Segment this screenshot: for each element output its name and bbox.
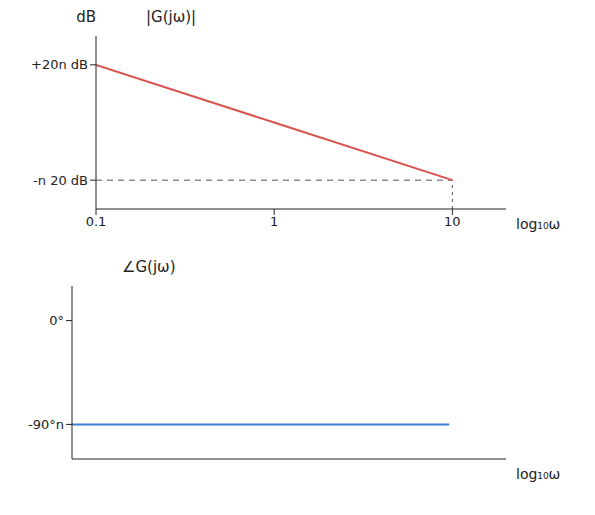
svg-text:-90°n: -90°n <box>28 417 64 432</box>
svg-text:log₁₀ω: log₁₀ω <box>516 216 560 232</box>
svg-text:0°: 0° <box>49 313 64 328</box>
svg-text:log₁₀ω: log₁₀ω <box>516 466 560 482</box>
svg-text:0.1: 0.1 <box>86 214 107 229</box>
svg-text:+20n dB: +20n dB <box>31 57 88 72</box>
svg-text:-n 20 dB: -n 20 dB <box>33 173 88 188</box>
svg-text:1: 1 <box>270 214 278 229</box>
html-text:dB: dB <box>76 8 96 26</box>
html-text:|G(jω)|: |G(jω)| <box>146 8 197 26</box>
svg-text:10: 10 <box>444 214 461 229</box>
html-text:∠G(jω): ∠G(jω) <box>122 258 176 276</box>
